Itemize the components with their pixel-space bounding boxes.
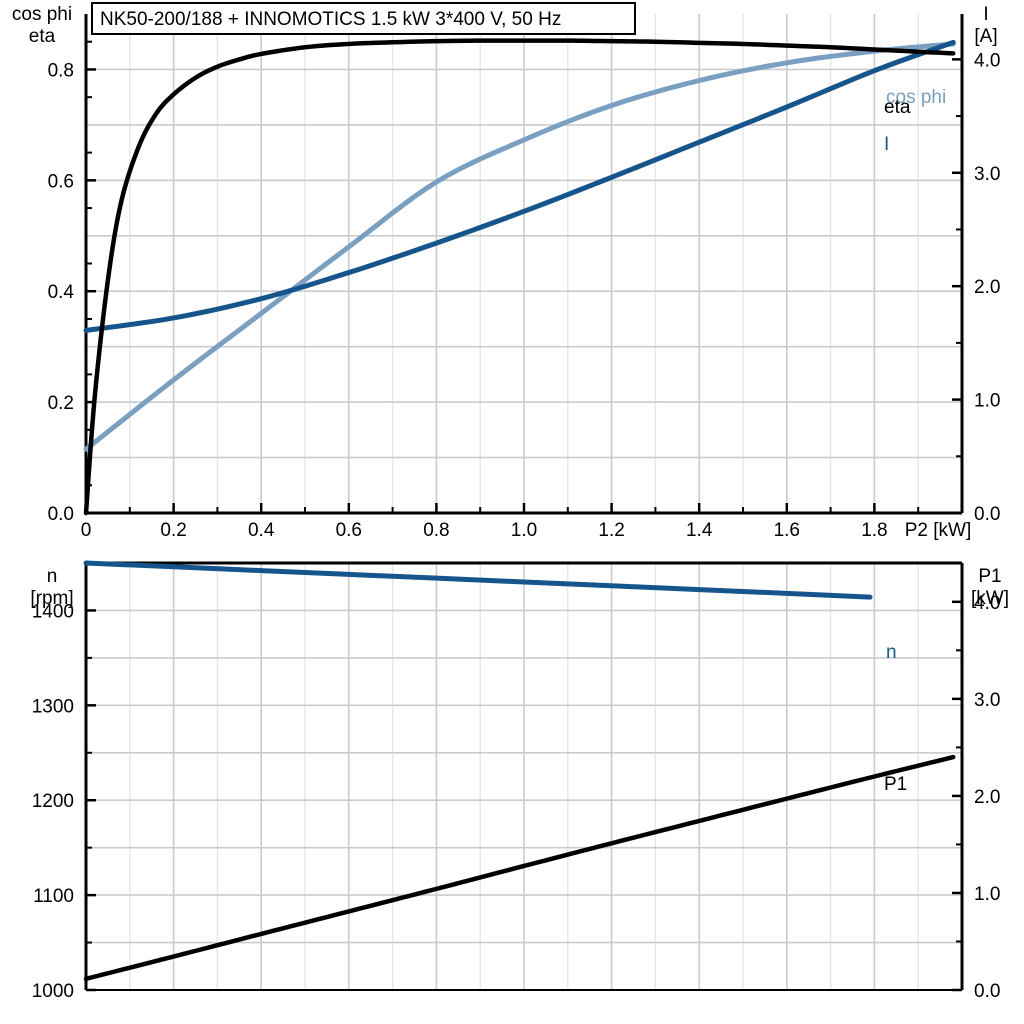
upper-ticks [84, 40, 964, 515]
lower-left-tick-label: 1300 [32, 696, 74, 717]
lower-ticks [86, 600, 962, 992]
upper-right-axis-title-line2: [A] [974, 26, 997, 47]
curve-label-current: I [884, 134, 889, 155]
curve-power-input [83, 754, 956, 982]
title-box-border [91, 2, 636, 35]
upper-grid-major [86, 14, 962, 513]
curve-cos-phi [83, 41, 956, 452]
upper-left-axis-title-line2: eta [29, 26, 56, 47]
upper-x-tick-label: 0.4 [248, 520, 275, 541]
lower-left-axis-title-line1: n [47, 566, 58, 587]
lower-right-tick-label: 0.0 [974, 981, 1000, 1002]
upper-x-tick-label: 0.2 [160, 520, 186, 541]
lower-right-axis-title-line2: [kW] [971, 588, 1009, 609]
upper-left-tick-label: 0.8 [48, 60, 74, 81]
lower-left-tick-label: 1200 [32, 791, 74, 812]
upper-chart: NK50-200/188 + INNOMOTICS 1.5 kW 3*400 V… [12, 2, 998, 541]
upper-right-tick-label: 1.0 [974, 391, 1000, 412]
lower-left-tick-label: 1100 [33, 886, 74, 907]
upper-x-tick-label: 1.4 [686, 520, 713, 541]
upper-right-axis-title-line1: I [983, 4, 988, 25]
title-box: NK50-200/188 + INNOMOTICS 1.5 kW 3*400 V… [91, 2, 636, 35]
curve-eta [83, 38, 956, 516]
upper-x-tick-label: 1.8 [861, 520, 887, 541]
upper-right-tick-label: 3.0 [974, 164, 1000, 185]
lower-right-tick-label: 4.0 [974, 593, 1000, 614]
lower-right-tick-label: 2.0 [974, 787, 1000, 808]
lower-right-axis-title-line1: P1 [978, 566, 1001, 587]
upper-left-axis-title-line1: cos phi [12, 4, 72, 25]
upper-right-tick-label: 2.0 [974, 277, 1000, 298]
upper-x-tick-label: 1.6 [774, 520, 800, 541]
upper-x-tick-label: 0.6 [336, 520, 362, 541]
lower-left-axis-title-line2: [rpm] [30, 588, 73, 609]
curve-label-power-input: P1 [884, 774, 907, 795]
curve-speed [83, 560, 873, 600]
upper-grid-minor [129, 14, 919, 513]
lower-chart: n [rpm] P1 [kW] n P1 [30, 560, 1009, 992]
curve-label-eta: eta [884, 97, 911, 118]
chart-title: NK50-200/188 + INNOMOTICS 1.5 kW 3*400 V… [100, 9, 561, 30]
upper-right-tick-label: 0.0 [974, 504, 1000, 525]
curve-label-speed: n [886, 642, 897, 663]
upper-x-tick-label: 1.0 [511, 520, 537, 541]
upper-right-tick-label: 4.0 [974, 50, 1000, 71]
upper-left-tick-label: 0.4 [48, 282, 75, 303]
upper-x-tick-label: 0.8 [423, 520, 449, 541]
upper-left-tick-label: 0.2 [48, 393, 74, 414]
upper-left-tick-label: 0.6 [48, 171, 74, 192]
lower-right-tick-label: 3.0 [974, 690, 1000, 711]
tick-labels: 0.0 0.2 0.4 0.6 0.8 0.0 1.0 2.0 3.0 4.0 0 0.2 0.4 0.6… [32, 50, 1001, 1002]
lower-left-tick-label: 1000 [32, 981, 74, 1002]
lower-grid-minor [129, 563, 919, 990]
upper-x-tick-label: 0 [81, 520, 92, 541]
curve-current [83, 39, 956, 333]
lower-left-tick-label: 1400 [32, 601, 74, 622]
upper-left-tick-label: 0.0 [48, 504, 74, 525]
upper-x-axis-title: P2 [kW] [905, 520, 972, 541]
upper-x-tick-label: 1.2 [598, 520, 624, 541]
curve-label-cos-phi: cos phi [886, 87, 946, 108]
lower-right-tick-label: 1.0 [974, 884, 1000, 905]
